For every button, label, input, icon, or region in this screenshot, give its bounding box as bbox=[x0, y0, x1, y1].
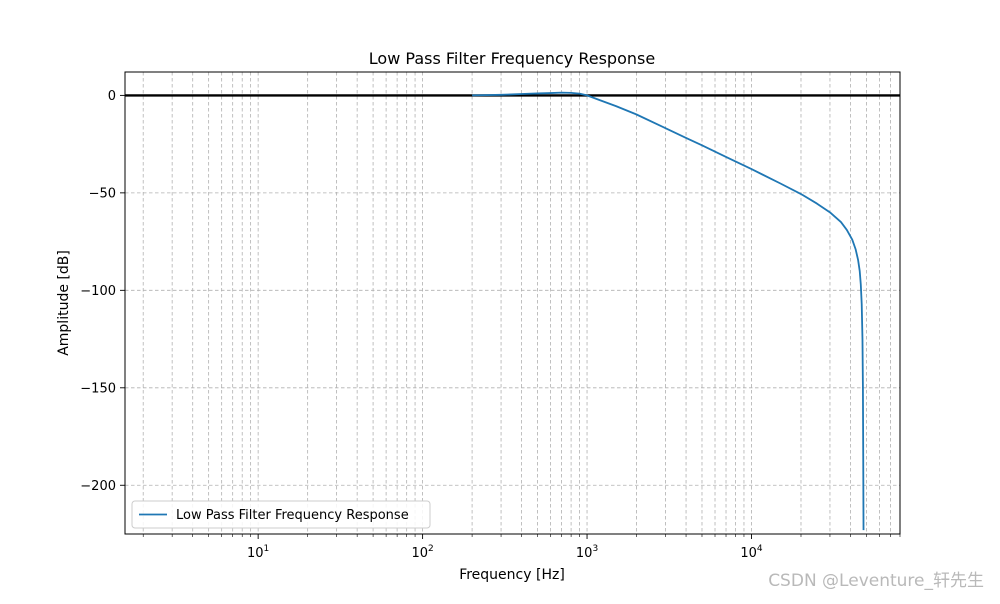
y-tick-label: −100 bbox=[80, 284, 116, 299]
x-tick-label: 104 bbox=[740, 544, 763, 561]
legend: Low Pass Filter Frequency Response bbox=[131, 500, 431, 529]
x-axis-ticks: 101 102 103 104 bbox=[142, 534, 901, 561]
series-group bbox=[472, 91, 865, 531]
x-axis-label: Frequency [Hz] bbox=[459, 567, 565, 583]
grid bbox=[125, 72, 901, 534]
x-tick-label: 102 bbox=[411, 544, 433, 561]
y-tick-label: −200 bbox=[80, 479, 116, 494]
chart-title: Low Pass Filter Frequency Response bbox=[369, 49, 655, 68]
y-tick-label: −50 bbox=[89, 186, 116, 201]
legend-label: Low Pass Filter Frequency Response bbox=[176, 508, 409, 523]
watermark-text: CSDN @Leventure_轩先生 bbox=[768, 571, 984, 591]
plot-area-frame bbox=[124, 71, 901, 535]
y-axis-label: Amplitude [dB] bbox=[56, 250, 72, 356]
x-tick-label: 103 bbox=[576, 544, 598, 561]
x-tick-label: 101 bbox=[247, 544, 269, 561]
legend-box bbox=[131, 500, 431, 529]
y-tick-label: 0 bbox=[108, 89, 116, 104]
y-tick-label: −150 bbox=[80, 381, 116, 396]
series-line bbox=[472, 91, 865, 531]
y-axis-ticks: 0 −50 −100 −150 −200 bbox=[80, 89, 125, 494]
